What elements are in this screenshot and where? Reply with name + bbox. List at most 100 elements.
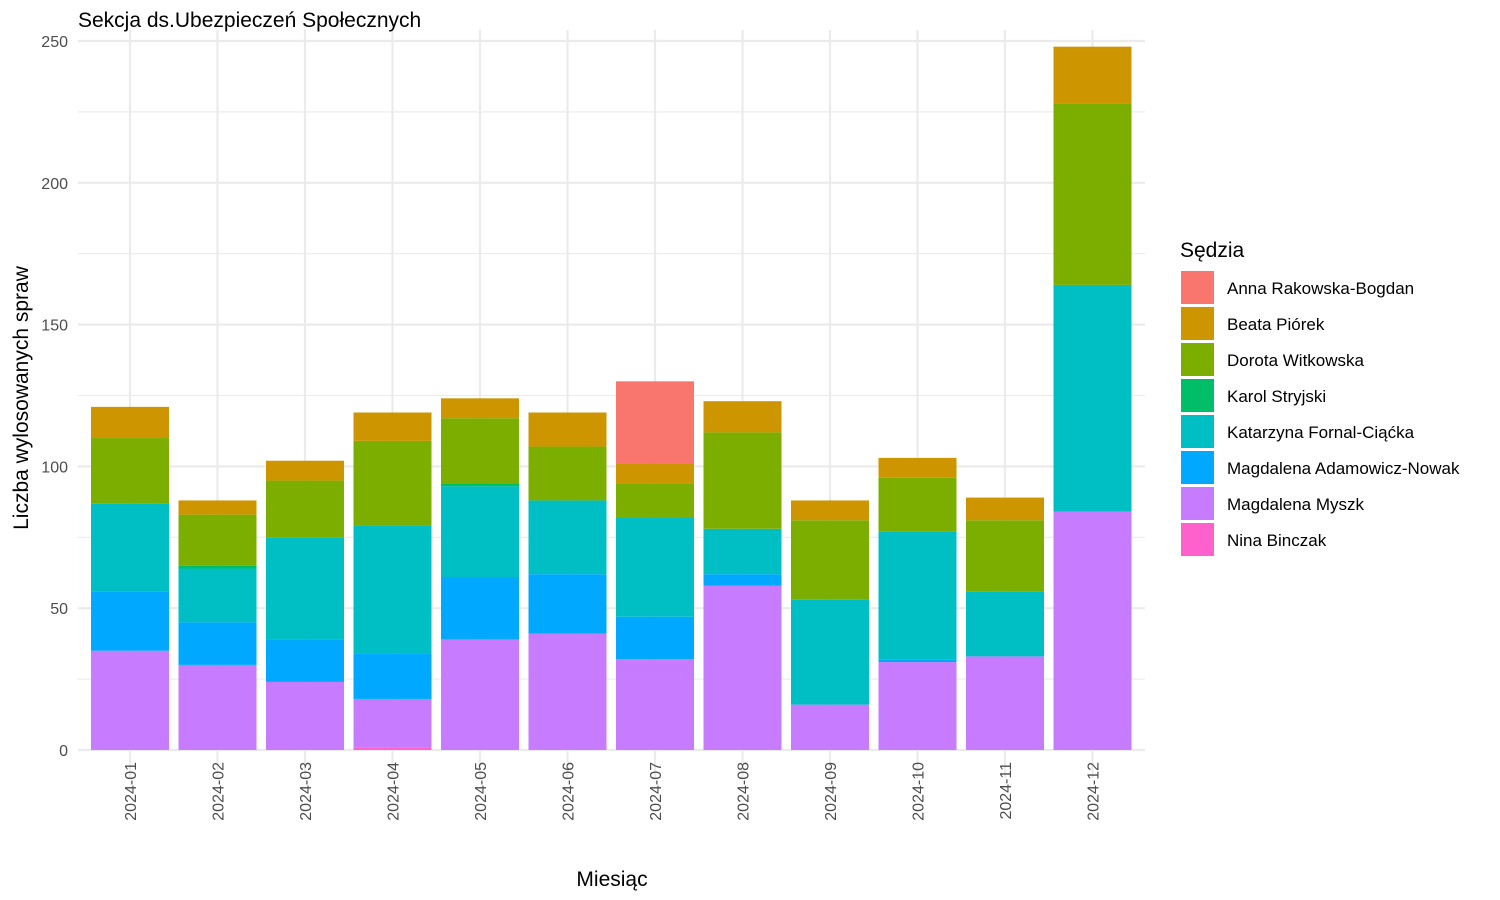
- y-tick-labels: 0 50 100 150 200 250: [41, 34, 68, 760]
- bar-segment: [1053, 511, 1132, 750]
- bar-segment: [878, 457, 957, 478]
- legend-swatch: [1181, 343, 1214, 376]
- legend-item: Dorota Witkowska: [1181, 343, 1365, 376]
- bar-segment: [266, 639, 344, 682]
- bar-segment: [91, 438, 169, 504]
- bar-segment: [703, 528, 782, 575]
- x-tick-label: 2024-08: [736, 762, 753, 821]
- bar-segment: [178, 565, 257, 569]
- legend-item: Nina Binczak: [1181, 523, 1327, 556]
- bar-segment: [441, 486, 519, 578]
- legend-item: Anna Rakowska-Bogdan: [1181, 271, 1414, 304]
- bar-segment: [91, 650, 169, 750]
- bar-segment: [703, 574, 782, 586]
- x-axis-title: Miesiąc: [576, 868, 647, 891]
- bar-segment: [441, 483, 519, 487]
- bars: [91, 46, 1132, 750]
- bar-segment: [528, 633, 607, 750]
- legend-label: Magdalena Adamowicz-Nowak: [1227, 459, 1460, 478]
- bar-segment: [178, 514, 257, 566]
- x-tick-label: 2024-06: [561, 762, 578, 821]
- x-tick-label: 2024-12: [1086, 762, 1103, 821]
- legend-item: Katarzyna Fornal-Ciąćka: [1181, 415, 1415, 448]
- bar-segment: [791, 599, 869, 705]
- x-tick-label: 2024-02: [211, 762, 228, 821]
- legend-label: Karol Stryjski: [1227, 387, 1326, 406]
- legend: Anna Rakowska-Bogdan Beata Piórek Dorota W…: [1181, 271, 1460, 556]
- legend-title: Sędzia: [1180, 239, 1245, 262]
- bar-segment: [353, 412, 432, 441]
- bar-segment: [616, 483, 694, 518]
- bar-segment: [616, 381, 694, 464]
- x-tick-label: 2024-09: [823, 762, 840, 821]
- legend-swatch: [1181, 451, 1214, 484]
- bar-segment: [178, 622, 257, 665]
- bar-segment: [878, 477, 957, 532]
- bar-segment: [703, 585, 782, 750]
- bar-segment: [178, 664, 257, 750]
- bar-segment: [178, 500, 257, 515]
- bar-segment: [616, 659, 694, 750]
- bar-segment: [353, 698, 432, 748]
- bar-segment: [91, 406, 169, 439]
- bar-segment: [528, 500, 607, 575]
- x-tick-label: 2024-10: [911, 762, 928, 821]
- bar-segment: [966, 656, 1044, 750]
- bar-segment: [616, 616, 694, 660]
- bar-segment: [791, 500, 869, 521]
- bar-segment: [178, 568, 257, 623]
- bar-segment: [353, 747, 432, 750]
- legend-item: Karol Stryjski: [1181, 379, 1326, 412]
- legend-swatch: [1181, 307, 1214, 340]
- bar-segment: [266, 681, 344, 750]
- x-tick-label: 2024-04: [386, 762, 403, 821]
- bar-segment: [528, 574, 607, 634]
- bar-segment: [966, 497, 1044, 521]
- y-tick-label: 250: [41, 34, 68, 51]
- legend-item: Magdalena Myszk: [1181, 487, 1365, 520]
- bar-segment: [353, 440, 432, 526]
- legend-label: Anna Rakowska-Bogdan: [1227, 279, 1414, 298]
- bar-segment: [441, 398, 519, 419]
- y-tick-label: 100: [41, 459, 68, 476]
- legend-label: Katarzyna Fornal-Ciąćka: [1227, 423, 1415, 442]
- bar-segment: [266, 460, 344, 481]
- bar-segment: [791, 520, 869, 600]
- legend-swatch: [1181, 487, 1214, 520]
- legend-swatch: [1181, 379, 1214, 412]
- bar-segment: [91, 503, 169, 592]
- bar-segment: [1053, 46, 1132, 104]
- legend-label: Beata Piórek: [1227, 315, 1325, 334]
- bar-segment: [353, 525, 432, 654]
- bar-segment: [878, 662, 957, 750]
- bar-segment: [266, 480, 344, 538]
- bar-segment: [703, 401, 782, 433]
- bar-segment: [1053, 103, 1132, 285]
- legend-swatch: [1181, 523, 1214, 556]
- y-tick-label: 50: [50, 601, 68, 618]
- x-tick-label: 2024-07: [648, 762, 665, 821]
- bar-segment: [353, 653, 432, 699]
- x-tick-label: 2024-05: [473, 762, 490, 821]
- bar-segment: [966, 591, 1044, 657]
- x-tick-label: 2024-11: [998, 762, 1015, 820]
- legend-item: Beata Piórek: [1181, 307, 1325, 340]
- legend-item: Magdalena Adamowicz-Nowak: [1181, 451, 1460, 484]
- chart-title: Sekcja ds.Ubezpieczeń Społecznych: [78, 9, 421, 32]
- bar-segment: [1053, 284, 1132, 512]
- bar-segment: [266, 537, 344, 640]
- legend-swatch: [1181, 415, 1214, 448]
- bar-segment: [441, 418, 519, 484]
- bar-segment: [441, 577, 519, 640]
- bar-segment: [528, 446, 607, 501]
- legend-label: Dorota Witkowska: [1227, 351, 1365, 370]
- bar-segment: [441, 639, 519, 750]
- x-tick-label: 2024-01: [123, 762, 140, 821]
- x-tick-labels: 2024-01 2024-02 2024-03 2024-04 2024-05 2024-…: [123, 762, 1103, 821]
- y-tick-label: 200: [41, 176, 68, 193]
- y-tick-label: 150: [41, 318, 68, 335]
- legend-swatch: [1181, 271, 1214, 304]
- y-tick-label: 0: [59, 743, 68, 760]
- bar-segment: [91, 591, 169, 651]
